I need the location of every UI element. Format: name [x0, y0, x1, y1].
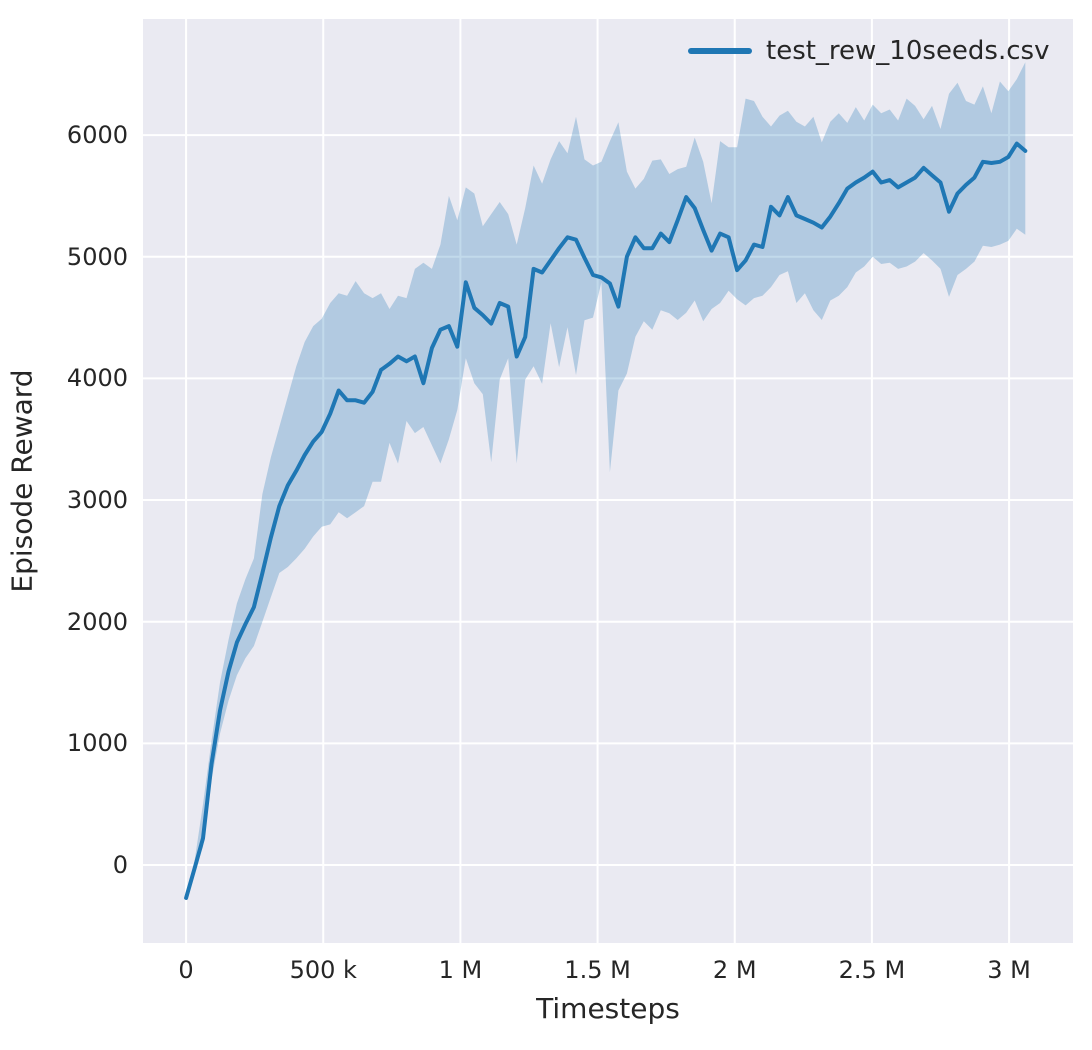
- y-axis-label: Episode Reward: [5, 369, 39, 593]
- x-axis-label: Timesteps: [536, 992, 680, 1025]
- x-tick-label: 3 M: [987, 956, 1031, 984]
- y-tick-label: 6000: [66, 121, 128, 150]
- x-tick-label: 2.5 M: [838, 956, 906, 984]
- y-tick-label: 4000: [66, 364, 128, 393]
- legend: test_rew_10seeds.csv: [688, 36, 1049, 66]
- legend-label: test_rew_10seeds.csv: [766, 36, 1050, 66]
- x-tick-label: 1.5 M: [564, 956, 631, 984]
- x-tick-label: 2 M: [712, 956, 757, 984]
- y-tick-label: 5000: [66, 242, 128, 271]
- y-tick-label: 1000: [66, 729, 128, 758]
- confidence-band: [186, 62, 1026, 898]
- x-tick-label: 1 M: [438, 956, 483, 984]
- mean-line: [184, 141, 1028, 900]
- y-tick-label: 3000: [66, 486, 128, 515]
- legend-line-swatch: [688, 48, 752, 54]
- y-tick-label: 0: [112, 851, 128, 880]
- x-tick-label: 0: [178, 956, 194, 984]
- y-tick-label: 2000: [66, 607, 128, 636]
- x-tick-label: 500 k: [289, 956, 357, 984]
